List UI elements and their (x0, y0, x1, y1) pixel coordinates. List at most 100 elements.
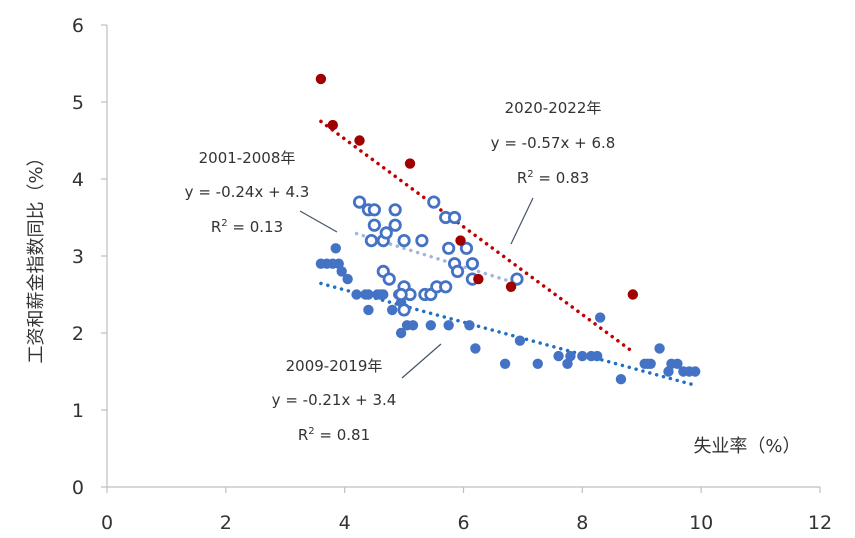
data-point-s2001 (510, 272, 524, 286)
data-point-s2001 (415, 234, 429, 248)
data-point-s2009 (363, 289, 374, 300)
data-point-s2001 (382, 272, 396, 286)
r-squared-label: R2 = 0.81 (298, 426, 370, 444)
data-point-s2009 (532, 358, 543, 369)
data-point-s2009 (407, 320, 419, 331)
series-s2001 (352, 195, 524, 317)
data-point-s2001 (397, 303, 411, 317)
data-point-s2001 (367, 218, 381, 232)
x-tick-label: 8 (576, 512, 588, 534)
data-point-s2001 (367, 203, 381, 217)
trend-equation-label: y = -0.24x + 4.3 (185, 183, 310, 201)
data-point-s2009 (425, 320, 437, 331)
data-point-s2009 (378, 289, 389, 300)
data-point-s2020 (505, 281, 517, 292)
data-point-s2001 (459, 241, 474, 255)
data-point-s2020 (627, 289, 639, 300)
r-squared-superscript: 2 (527, 169, 533, 180)
data-point-s2001 (439, 280, 453, 294)
data-point-s2009 (591, 350, 603, 362)
data-point-s2009 (690, 366, 701, 377)
data-point-s2009 (615, 374, 627, 385)
data-point-s2001 (379, 226, 393, 240)
data-point-s2009 (330, 243, 341, 254)
annotation-leader-line (401, 343, 442, 379)
data-point-s2001 (427, 195, 441, 209)
data-point-s2009 (565, 350, 576, 362)
trendline-s2020 (319, 119, 635, 354)
trendlines (319, 119, 697, 388)
series-name-label: 2009-2019年 (286, 357, 383, 375)
data-point-s2009 (336, 266, 347, 277)
annotation-s2009: 2009-2019年 y = -0.21x + 3.4 R2 = 0.81 (272, 343, 442, 444)
r-squared-label: R2 = 0.83 (517, 169, 589, 187)
data-point-s2001 (465, 257, 480, 271)
x-tick-label: 4 (339, 512, 351, 534)
data-point-s2009 (645, 358, 656, 369)
y-tick-label: 3 (72, 246, 84, 268)
series-name-label: 2020-2022年 (505, 99, 602, 117)
x-tick-label: 0 (101, 512, 113, 534)
annotation-s2001: 2001-2008年 y = -0.24x + 4.3 R2 = 0.13 (185, 149, 338, 236)
r-squared-value: = 0.13 (228, 218, 284, 236)
x-tick-label: 12 (808, 512, 832, 534)
data-point-s2001 (388, 203, 402, 217)
data-point-s2009 (514, 335, 526, 346)
data-point-s2001 (397, 234, 411, 248)
data-point-s2009 (499, 358, 511, 369)
data-point-s2020 (315, 73, 327, 85)
trend-equation-label: y = -0.21x + 3.4 (272, 391, 397, 409)
data-point-s2001 (352, 195, 367, 209)
series-s2009 (315, 243, 701, 385)
y-axis-title: 工资和薪金指数同比（%） (26, 148, 47, 363)
r-squared-superscript: 2 (308, 426, 314, 437)
data-point-s2009 (387, 304, 398, 316)
r-squared-symbol: R (517, 169, 527, 187)
annotation-leader-line (299, 210, 338, 233)
data-point-s2009 (654, 343, 665, 354)
r-squared-value: = 0.83 (534, 169, 590, 187)
trend-equation-label: y = -0.57x + 6.8 (491, 134, 616, 152)
y-tick-label: 2 (72, 323, 84, 345)
data-point-s2001 (364, 234, 379, 248)
annotation-s2020: 2020-2022年 y = -0.57x + 6.8 R2 = 0.83 (491, 99, 616, 245)
r-squared-value: = 0.81 (315, 426, 371, 444)
data-point-s2001 (442, 241, 456, 255)
r-squared-superscript: 2 (221, 218, 227, 229)
data-point-s2009 (577, 350, 588, 362)
r-squared-label: R2 = 0.13 (211, 218, 283, 236)
data-point-s2009 (351, 289, 362, 300)
data-point-s2020 (404, 158, 416, 169)
data-point-s2009 (470, 343, 481, 354)
data-point-s2020 (354, 135, 365, 146)
y-tick-label: 4 (72, 169, 84, 191)
annotation-leader-line (510, 197, 534, 245)
x-tick-label: 2 (220, 512, 232, 534)
data-point-s2009 (363, 304, 374, 316)
r-squared-symbol: R (298, 426, 308, 444)
data-point-s2001 (388, 218, 402, 232)
data-point-s2009 (553, 350, 564, 362)
series-name-label: 2001-2008年 (199, 149, 296, 167)
x-axis-title: 失业率（%） (693, 436, 800, 457)
x-tick-label: 10 (689, 512, 713, 534)
data-point-s2020 (473, 273, 484, 285)
data-point-s2009 (594, 312, 606, 323)
data-point-s2001 (394, 287, 408, 302)
r-squared-symbol: R (211, 218, 221, 236)
y-tick-label: 0 (72, 477, 84, 499)
data-points (315, 73, 701, 385)
data-point-s2009 (672, 358, 683, 369)
data-point-s2001 (447, 210, 462, 225)
y-tick-label: 5 (72, 92, 84, 114)
data-point-s2009 (342, 273, 353, 285)
data-point-s2009 (443, 320, 454, 331)
data-point-s2009 (464, 320, 475, 331)
x-tick-label: 6 (457, 512, 469, 534)
trendline-s2009 (319, 281, 697, 388)
data-point-s2001 (450, 264, 465, 278)
